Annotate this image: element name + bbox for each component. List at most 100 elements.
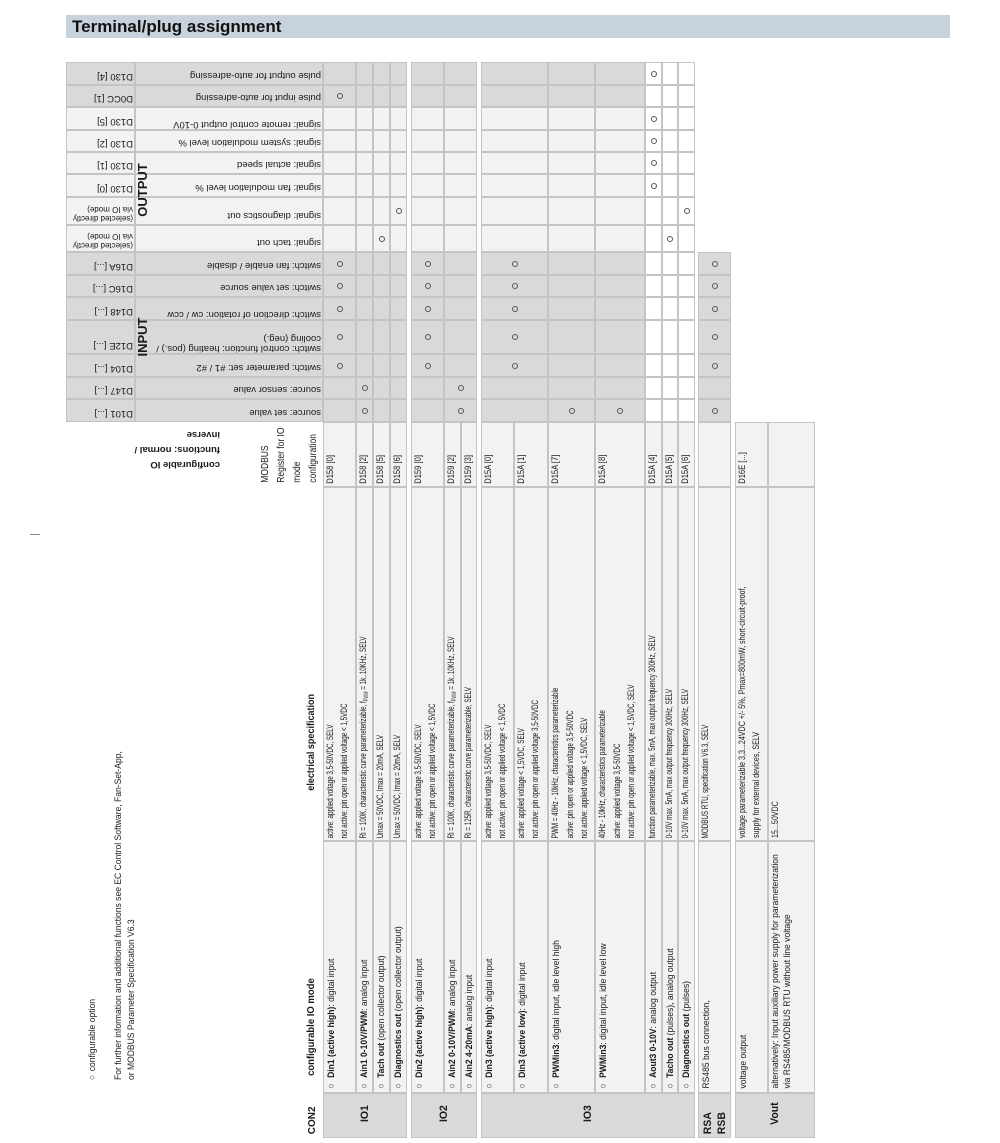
modbus-register-text: D158 [5] bbox=[375, 455, 386, 484]
io-functions-line: functions: normal / bbox=[134, 444, 221, 455]
spec-text: active: applied voltage 3,5-50VDC, SELV bbox=[483, 724, 494, 839]
option-cell bbox=[323, 197, 356, 225]
mode-cell bbox=[645, 841, 662, 1093]
signal-label: signal: system modulation level % bbox=[153, 130, 323, 152]
option-circle-icon bbox=[511, 334, 518, 340]
option-cell bbox=[373, 197, 390, 225]
signal-text: signal: system modulation level % bbox=[178, 137, 321, 148]
option-cell bbox=[662, 354, 678, 377]
spec-line: Ri = 100K, characteristic curve paramete… bbox=[445, 490, 462, 838]
modbus-register: D158 [5] bbox=[373, 422, 390, 487]
electrical-spec: Ri = 125R, characteristic curve paramete… bbox=[461, 487, 477, 841]
option-cell bbox=[698, 377, 731, 399]
mode-cell bbox=[444, 841, 461, 1093]
option-cell bbox=[373, 399, 390, 422]
spec-cell bbox=[678, 487, 695, 841]
option-cell bbox=[481, 62, 548, 85]
modbus-register: D159 [0] bbox=[411, 422, 444, 487]
spec-line: 15...50VDC bbox=[769, 490, 783, 838]
spec-line: active: applied voltage 3,5-50VDC, SELV bbox=[482, 490, 496, 839]
io-mode: alternatively: Input auxiliary power sup… bbox=[768, 841, 815, 1093]
option-cell bbox=[548, 152, 595, 174]
io-mode-description: : digital input, idle level high bbox=[551, 940, 562, 1045]
modbus-register-text: D158 [2] bbox=[358, 455, 369, 484]
option-cell bbox=[678, 320, 695, 354]
configurable-option-icon: ○ bbox=[359, 1083, 370, 1089]
configurable-option-icon: ○ bbox=[376, 1083, 387, 1089]
option-circle-icon bbox=[711, 407, 718, 414]
spec-line: not active: pin open or applied voltage … bbox=[338, 490, 352, 839]
register-cell bbox=[323, 422, 356, 487]
spec-text-tail: = 1k..10KHz, SELV bbox=[358, 636, 369, 692]
spec-text: supply for external devices, SELV bbox=[751, 731, 762, 838]
option-cell bbox=[662, 320, 678, 354]
spec-cell bbox=[735, 487, 768, 841]
io-mode: ○ Diagnostics out (pulses) bbox=[678, 841, 695, 1093]
option-cell bbox=[411, 85, 444, 107]
spec-text: Ri = 100K, characteristic curve paramete… bbox=[358, 701, 369, 839]
mode-cell bbox=[323, 841, 356, 1093]
register-label: D104 [...] bbox=[66, 354, 135, 377]
spec-line: Ri = 125R, characteristic curve paramete… bbox=[462, 490, 476, 838]
signal-label: signal: fan modulation level % bbox=[153, 174, 323, 197]
signal-label: signal: actual speed bbox=[153, 152, 323, 174]
option-cell bbox=[323, 225, 356, 252]
option-circle-icon bbox=[667, 235, 673, 242]
option-circle-icon bbox=[336, 283, 343, 289]
group-label-text: RSA bbox=[701, 1112, 714, 1135]
option-cell bbox=[356, 275, 373, 297]
option-cell bbox=[678, 62, 695, 85]
option-cell bbox=[678, 252, 695, 275]
signal-cell bbox=[135, 377, 323, 399]
option-circle-icon bbox=[336, 305, 343, 312]
spec-text: not active: pin open or applied voltage … bbox=[626, 684, 637, 839]
modbus-register-text: D15A [6] bbox=[680, 454, 691, 484]
option-cell bbox=[373, 130, 390, 152]
signal-text: signal: remote control output 0-10V bbox=[173, 119, 321, 130]
spec-cell bbox=[444, 487, 461, 841]
register-cell bbox=[66, 252, 135, 275]
option-circle-icon bbox=[650, 182, 657, 189]
electrical-spec: PWM = 40Hz - 10kHz, characteristics para… bbox=[548, 487, 595, 841]
option-cell bbox=[390, 377, 407, 399]
signal-text: pulse output for auto-adressing bbox=[190, 70, 321, 81]
spec-cell bbox=[768, 487, 815, 841]
group-cell bbox=[411, 1093, 477, 1138]
spec-cell bbox=[514, 487, 548, 841]
group-cell bbox=[735, 1093, 815, 1138]
option-cell bbox=[595, 62, 645, 85]
page-title: Terminal/plug assignment bbox=[66, 15, 950, 38]
option-cell bbox=[481, 130, 548, 152]
spec-subscript: PWM bbox=[452, 691, 458, 702]
option-circle-icon bbox=[424, 362, 431, 369]
option-cell bbox=[678, 152, 695, 174]
spec-line: not active: pin open or applied voltage … bbox=[529, 490, 543, 838]
modbus-header-line: configuration bbox=[308, 434, 319, 483]
option-cell bbox=[356, 354, 373, 377]
electrical-spec: Umax = 50VDC, Imax = 20mA, SELV bbox=[390, 487, 407, 841]
io-mode: ○ Ain2 0-10V/PWM: analog input bbox=[444, 841, 461, 1093]
option-cell bbox=[411, 62, 444, 85]
option-circle-icon bbox=[511, 305, 518, 312]
io-mode-description: : analog input bbox=[464, 974, 475, 1027]
spec-line: Umax = 50VDC, Imax = 20mA, SELV bbox=[374, 490, 388, 838]
option-cell bbox=[444, 62, 477, 85]
option-cell bbox=[595, 107, 645, 130]
modbus-register-text: D15A [7] bbox=[550, 454, 561, 484]
io-mode-name: Din3 (active high) bbox=[484, 1006, 495, 1078]
option-cell bbox=[595, 354, 645, 377]
option-cell bbox=[678, 399, 695, 422]
spec-cell bbox=[481, 487, 514, 841]
option-cell bbox=[662, 197, 678, 225]
register-label: D130 [1] bbox=[66, 152, 135, 174]
configurable-option-icon: ○ bbox=[648, 1083, 659, 1089]
io-mode: ○ PWMin3: digital input, idle level high bbox=[548, 841, 595, 1093]
option-cell bbox=[444, 130, 477, 152]
register-label: D16A [...] bbox=[66, 252, 135, 275]
option-cell bbox=[595, 225, 645, 252]
option-cell bbox=[356, 225, 373, 252]
register-cell bbox=[66, 377, 135, 399]
spec-line: PWM = 40Hz - 10kHz, characteristics para… bbox=[549, 490, 564, 839]
legend-configurable-option: ○ configurable option bbox=[86, 700, 102, 1080]
option-circle-icon bbox=[650, 115, 657, 122]
